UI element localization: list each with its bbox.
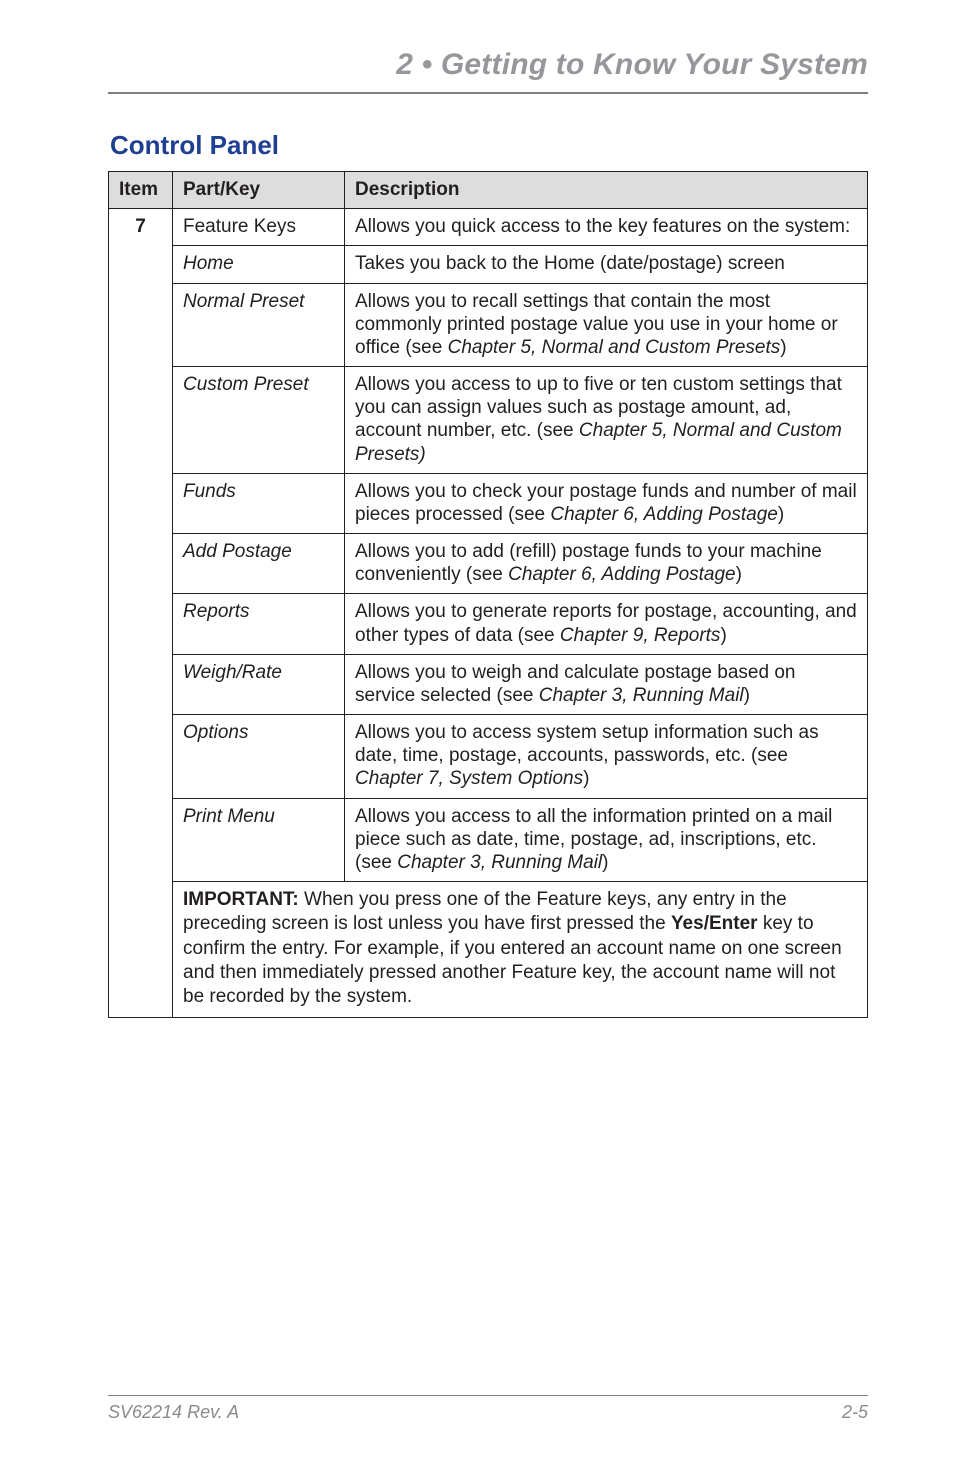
table-row: Funds Allows you to check your postage f… [109, 473, 868, 533]
description: Allows you quick access to the key featu… [345, 209, 868, 246]
desc-text: ) [744, 685, 750, 706]
desc-ref: Chapter 6, Adding Postage [550, 504, 777, 525]
part-key: Feature Keys [173, 209, 345, 246]
description: Allows you to recall settings that conta… [345, 283, 868, 367]
desc-text: ) [720, 625, 726, 646]
desc-ref: Chapter 3, Running Mail [397, 852, 602, 873]
description: Takes you back to the Home (date/postage… [345, 246, 868, 283]
part-key: Home [173, 246, 345, 283]
chapter-title: 2 • Getting to Know Your System [108, 48, 868, 82]
description: Allows you to access system setup inform… [345, 715, 868, 799]
desc-ref: Chapter 3, Running Mail [539, 685, 744, 706]
part-key: Weigh/Rate [173, 654, 345, 714]
desc-ref: Chapter 7, System Options [355, 768, 583, 789]
desc-text: ) [778, 504, 784, 525]
page-number: 2-5 [842, 1402, 868, 1423]
desc-text: ) [736, 564, 742, 585]
part-key: Reports [173, 594, 345, 654]
desc-ref: Chapter 5, Normal and Custom Presets [448, 337, 781, 358]
table-row: Normal Preset Allows you to recall setti… [109, 283, 868, 367]
important-text: IMPORTANT: When you press one of the Fea… [183, 888, 857, 1010]
important-note: IMPORTANT: When you press one of the Fea… [173, 882, 868, 1018]
section-heading: Control Panel [110, 130, 868, 161]
th-part: Part/Key [173, 172, 345, 209]
title-rule [108, 92, 868, 94]
desc-ref: Chapter 9, Reports [560, 625, 721, 646]
table-row: Reports Allows you to generate reports f… [109, 594, 868, 654]
th-item: Item [109, 172, 173, 209]
desc-text: ) [780, 337, 786, 358]
table-row: Home Takes you back to the Home (date/po… [109, 246, 868, 283]
description: Allows you to weigh and calculate postag… [345, 654, 868, 714]
table-row: 7 Feature Keys Allows you quick access t… [109, 209, 868, 246]
doc-id: SV62214 Rev. A [108, 1402, 239, 1423]
table-row: Weigh/Rate Allows you to weigh and calcu… [109, 654, 868, 714]
table-row-important: IMPORTANT: When you press one of the Fea… [109, 882, 868, 1018]
table-row: Add Postage Allows you to add (refill) p… [109, 534, 868, 594]
part-key: Normal Preset [173, 283, 345, 367]
important-label: IMPORTANT: [183, 889, 299, 910]
th-desc: Description [345, 172, 868, 209]
desc-text: ) [583, 768, 589, 789]
important-bold-mid: Yes/Enter [671, 913, 758, 934]
part-key: Add Postage [173, 534, 345, 594]
control-panel-table: Item Part/Key Description 7 Feature Keys… [108, 171, 868, 1018]
part-key: Funds [173, 473, 345, 533]
part-key: Print Menu [173, 798, 345, 882]
table-row: Options Allows you to access system setu… [109, 715, 868, 799]
description: Allows you to add (refill) postage funds… [345, 534, 868, 594]
table-row: Custom Preset Allows you access to up to… [109, 367, 868, 474]
description: Allows you to check your postage funds a… [345, 473, 868, 533]
table-header-row: Item Part/Key Description [109, 172, 868, 209]
description: Allows you access to all the information… [345, 798, 868, 882]
part-key: Options [173, 715, 345, 799]
description: Allows you access to up to five or ten c… [345, 367, 868, 474]
part-key: Custom Preset [173, 367, 345, 474]
table-row: Print Menu Allows you access to all the … [109, 798, 868, 882]
desc-text: ) [602, 852, 608, 873]
desc-text: Allows you to access system setup inform… [355, 722, 819, 766]
page-footer: SV62214 Rev. A 2-5 [108, 1395, 868, 1423]
description: Allows you to generate reports for posta… [345, 594, 868, 654]
desc-ref: Chapter 6, Adding Postage [508, 564, 735, 585]
item-number: 7 [109, 209, 173, 1018]
